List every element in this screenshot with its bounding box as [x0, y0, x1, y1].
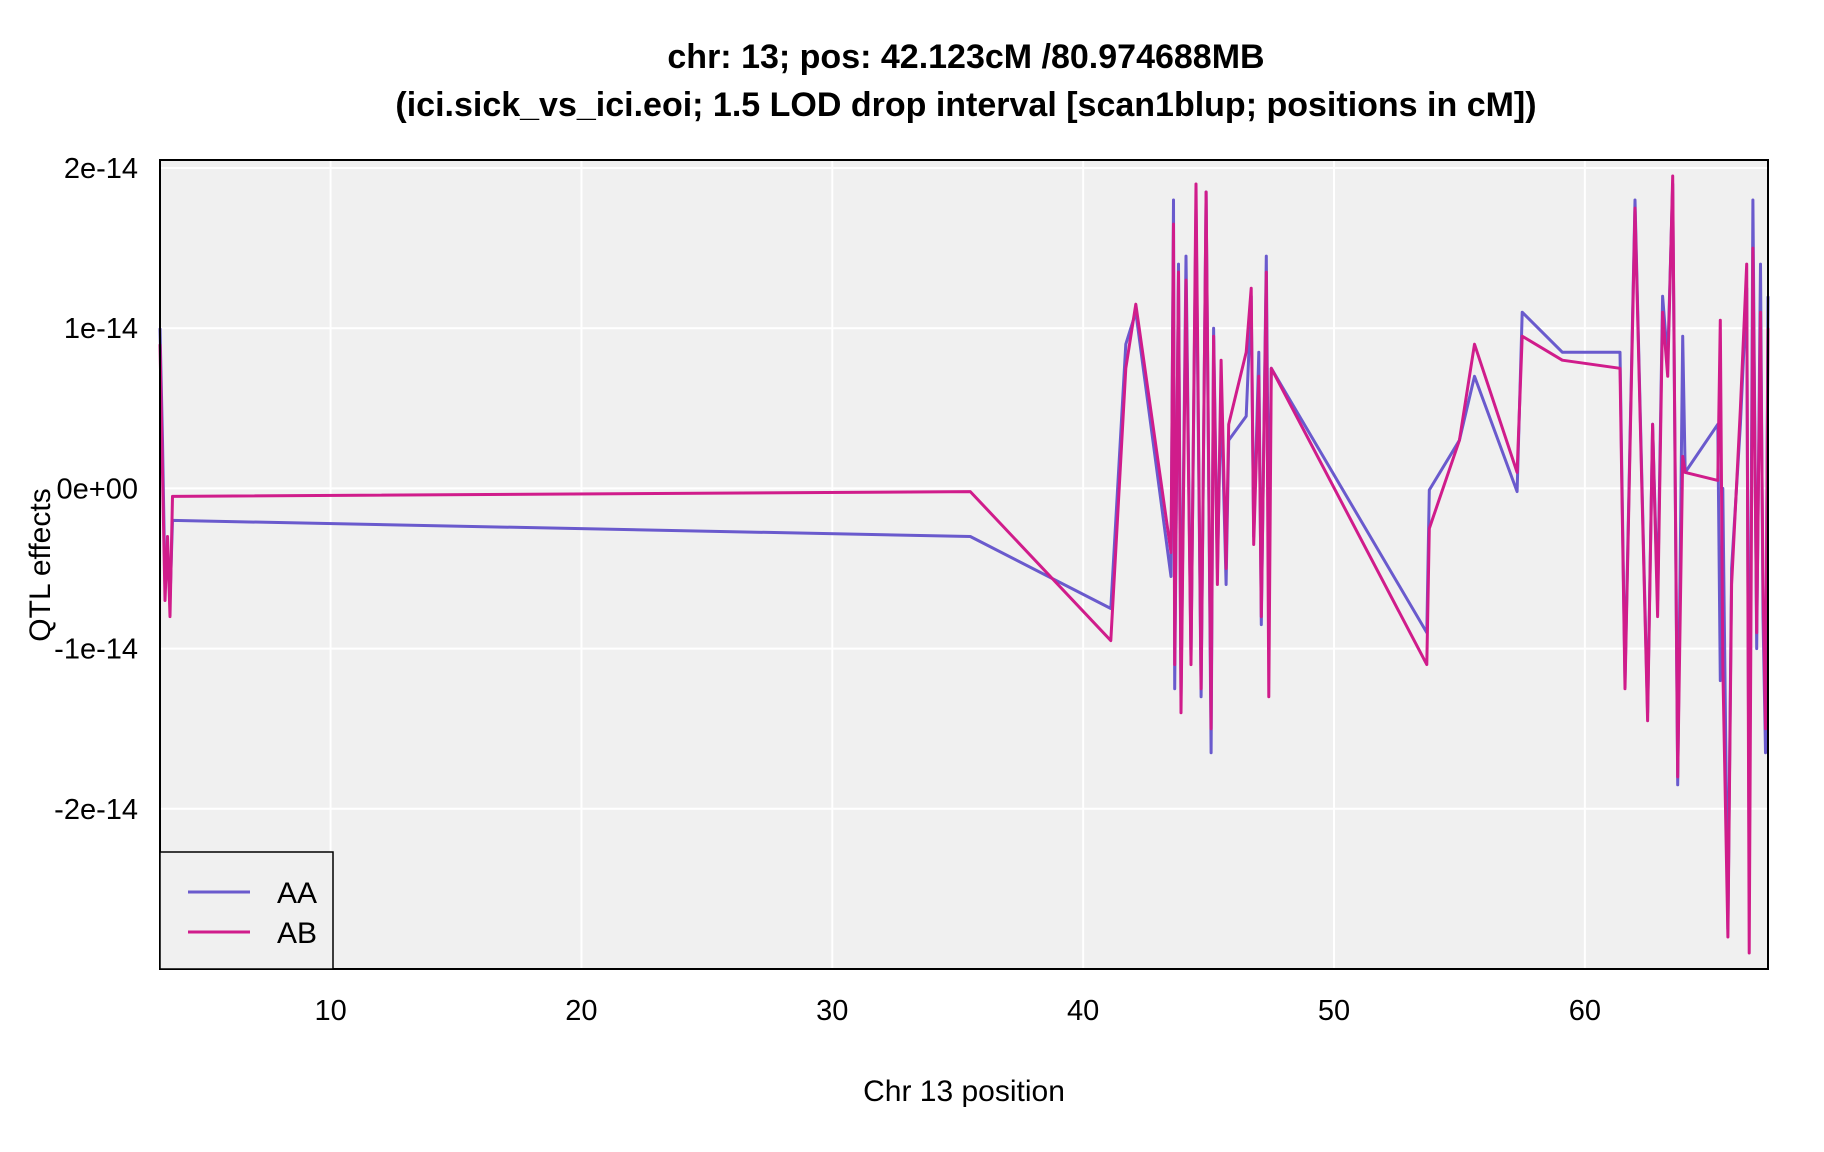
x-tick-label: 40 [1067, 995, 1099, 1027]
plot-panel [160, 160, 1768, 969]
y-tick-label: -2e-14 [54, 794, 138, 826]
grid-lines [160, 160, 1768, 969]
y-axis-ticks: 2e-14 1e-14 0e+00 -1e-14 -2e-14 [54, 153, 138, 826]
x-axis-label: Chr 13 position [863, 1075, 1065, 1108]
chart-title: chr: 13; pos: 42.123cM /80.974688MB [667, 38, 1264, 76]
data-lines [158, 174, 1770, 955]
series-line-ab [158, 174, 1770, 955]
x-axis-ticks: 10 20 30 40 50 60 [314, 995, 1601, 1027]
legend: AA AB [159, 851, 334, 970]
legend-box [159, 851, 334, 970]
plot-frame [159, 159, 1769, 970]
legend-label-ab: AB [277, 917, 317, 950]
chart-subtitle: (ici.sick_vs_ici.eoi; 1.5 LOD drop inter… [395, 86, 1536, 124]
x-tick-label: 20 [565, 995, 597, 1027]
y-tick-label: 0e+00 [57, 473, 138, 505]
x-tick-label: 50 [1318, 995, 1350, 1027]
y-tick-label: -1e-14 [54, 634, 138, 666]
x-tick-label: 10 [314, 995, 346, 1027]
y-axis-label: QTL effects [24, 488, 57, 641]
x-tick-label: 60 [1569, 995, 1601, 1027]
y-tick-label: 1e-14 [64, 313, 138, 345]
y-tick-label: 2e-14 [64, 153, 138, 185]
legend-label-aa: AA [277, 877, 317, 910]
x-tick-label: 30 [816, 995, 848, 1027]
